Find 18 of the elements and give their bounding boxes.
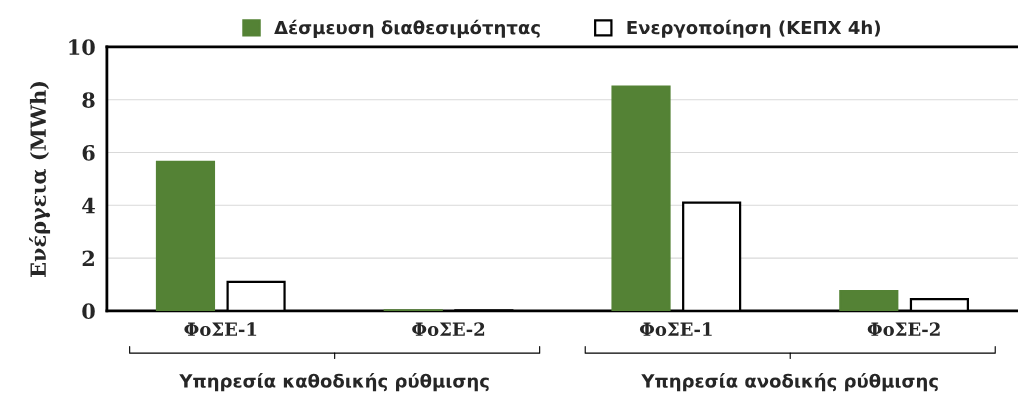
x-tick-label: ΦοΣΕ-1 <box>639 322 712 336</box>
y-tick-label: 0 <box>82 303 95 320</box>
legend-label: Ενεργοποίηση (ΚΕΠΧ 4h) <box>627 19 880 38</box>
y-tick-label: 6 <box>82 144 95 161</box>
bar <box>611 85 671 311</box>
y-tick-label: 10 <box>69 39 95 56</box>
bar <box>155 160 216 311</box>
bar <box>839 289 899 311</box>
x-tick-label: ΦοΣΕ-1 <box>184 322 257 336</box>
text: Υπηρεσία ανοδικής ρύθμισης <box>641 373 938 392</box>
x-tick-label: ΦοΣΕ-2 <box>867 322 940 336</box>
y-tick-label: 4 <box>82 197 95 214</box>
x-tick-label: ΦοΣΕ-2 <box>412 322 485 336</box>
y-tick-label: 8 <box>82 92 95 108</box>
text: Υπηρεσία καθοδικής ρύθμισης <box>179 373 489 392</box>
y-axis-title: Ενέργεια (MWh) <box>29 81 51 277</box>
y-tick-label: 2 <box>82 250 94 267</box>
legend-label: Δέσμευση διαθεσιμότητας <box>274 19 540 38</box>
